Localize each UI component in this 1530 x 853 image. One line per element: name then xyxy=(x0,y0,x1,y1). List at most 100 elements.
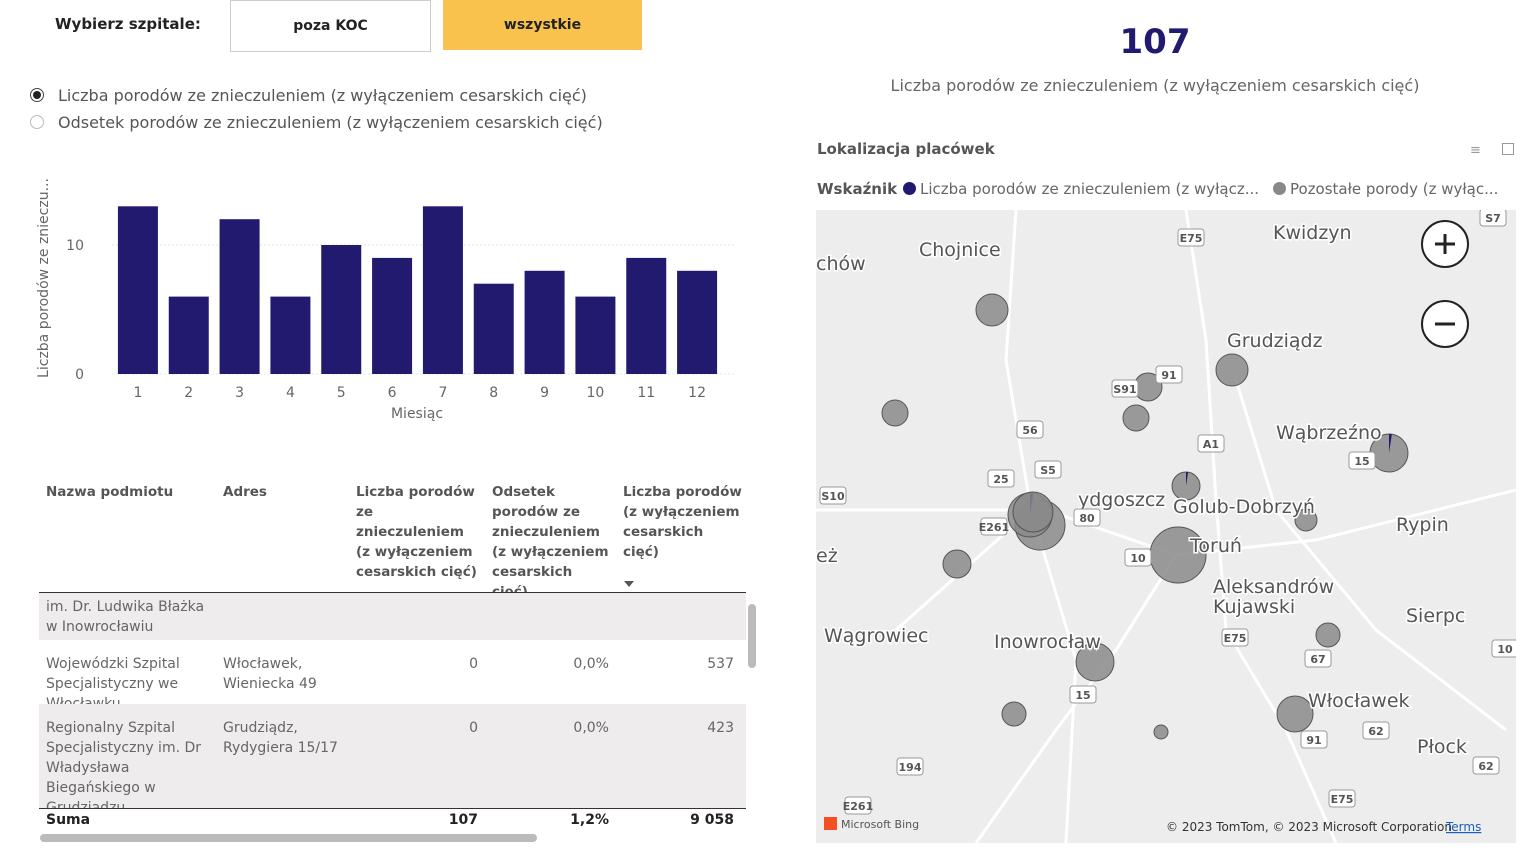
table-cell: Regionalny Szpital Specjalistyczny im. D… xyxy=(46,720,202,808)
column-header[interactable]: Adres xyxy=(223,484,267,500)
bar[interactable] xyxy=(219,219,260,374)
road-shield xyxy=(1304,649,1332,668)
bar[interactable] xyxy=(270,296,311,374)
table-row[interactable] xyxy=(39,593,746,640)
road-label: E261 xyxy=(843,800,873,813)
scrollbar[interactable] xyxy=(40,834,537,842)
kpi-value: 107 xyxy=(1119,22,1191,62)
road-label: 67 xyxy=(1310,653,1325,666)
legend-label[interactable]: Pozostałe porody (z wyłąc... xyxy=(1290,180,1499,198)
scrollbar[interactable] xyxy=(748,604,756,668)
bar[interactable] xyxy=(117,206,158,374)
table-row[interactable] xyxy=(39,640,746,704)
bar[interactable] xyxy=(422,206,463,374)
map-bubble[interactable] xyxy=(1001,701,1027,727)
filter-label: Wybierz szpitale: xyxy=(55,15,201,33)
sort-icon[interactable] xyxy=(624,581,634,587)
x-tick-label: 8 xyxy=(489,385,498,401)
road-label: 56 xyxy=(1022,424,1038,437)
map-bubble[interactable] xyxy=(1122,404,1150,432)
road-shield xyxy=(1069,685,1097,704)
road-shield xyxy=(1034,460,1062,479)
road-shield xyxy=(987,469,1015,488)
road-label: 62 xyxy=(1368,725,1383,738)
radio-label[interactable]: Liczba porodów ze znieczuleniem (z wyłąc… xyxy=(58,86,587,105)
place-label: Inowrocław xyxy=(994,631,1101,653)
table-cell: Grudziądz, Rydygiera 15/17 xyxy=(223,720,338,756)
total-cell: Suma xyxy=(46,812,91,828)
radio[interactable] xyxy=(30,115,44,129)
total-cell: 9 058 xyxy=(690,812,734,828)
table-cell: 0,0% xyxy=(573,720,609,736)
map-bubble[interactable] xyxy=(942,549,972,579)
road-label: E75 xyxy=(1180,232,1203,245)
bar[interactable] xyxy=(168,296,209,374)
radio[interactable] xyxy=(30,88,44,102)
terms-link[interactable]: Terms xyxy=(1445,820,1481,834)
map-bubble[interactable] xyxy=(975,293,1009,327)
road-shield xyxy=(819,486,847,505)
road-shield xyxy=(1073,508,1101,527)
road-shield xyxy=(1362,721,1390,740)
map-bubble[interactable] xyxy=(1294,508,1318,532)
map-bubble[interactable] xyxy=(1012,491,1054,533)
road-shield xyxy=(1177,228,1205,247)
place-label: Sierpc xyxy=(1406,605,1465,627)
table-row[interactable] xyxy=(39,704,746,808)
road-shield xyxy=(1472,756,1500,775)
column-header[interactable]: Liczba porodów ze znieczuleniem (z wyłąc… xyxy=(356,484,477,580)
bar-chart: Liczba porodów ze znieczu... Miesiąc 0 10… xyxy=(36,178,735,422)
bar[interactable] xyxy=(321,245,362,374)
road-shield xyxy=(1155,365,1183,384)
legend-swatch xyxy=(903,182,916,195)
legend-title: Wskaźnik xyxy=(817,180,898,198)
map-bubble[interactable] xyxy=(1215,353,1249,387)
expand-icon[interactable] xyxy=(1502,143,1514,155)
column-header[interactable]: Liczba porodów (z wyłączeniem cesarskich… xyxy=(623,484,742,560)
road-label: S5 xyxy=(1040,464,1056,477)
map-bubble[interactable] xyxy=(1276,695,1314,733)
radio-label[interactable]: Odsetek porodów ze znieczuleniem (z wyłą… xyxy=(58,113,603,132)
attribution: Microsoft Bing xyxy=(841,818,919,831)
bar[interactable] xyxy=(677,270,718,374)
road-label: E261 xyxy=(979,521,1009,534)
x-tick-label: 12 xyxy=(688,385,706,401)
road-label: E75 xyxy=(1331,793,1354,806)
place-label: Aleksandrów xyxy=(1213,576,1334,598)
bar[interactable] xyxy=(473,283,514,374)
copyright: © 2023 TomTom, © 2023 Microsoft Corporat… xyxy=(1166,820,1452,834)
zoom-icon xyxy=(1435,234,1455,254)
total-cell: 1,2% xyxy=(570,812,609,828)
place-label: Kwidzyn xyxy=(1273,222,1352,244)
filter-button[interactable]: wszystkie xyxy=(443,0,642,50)
divider xyxy=(39,592,746,593)
road-label: 91 xyxy=(1161,369,1176,382)
place-label: Golub-Dobrzyń xyxy=(1173,496,1315,518)
bar[interactable] xyxy=(372,257,413,374)
total-cell: 107 xyxy=(448,812,478,828)
bar[interactable] xyxy=(626,257,667,374)
place-label: Płock xyxy=(1417,736,1467,758)
place-label: Wąbrzeźno xyxy=(1276,422,1382,444)
legend-label[interactable]: Liczba porodów ze znieczuleniem (z wyłąc… xyxy=(920,180,1260,198)
map-bubble[interactable] xyxy=(1315,622,1341,648)
x-tick-label: 9 xyxy=(540,385,549,401)
map-bubble[interactable] xyxy=(881,399,909,427)
road-label: 25 xyxy=(993,473,1008,486)
filter-button[interactable]: poza KOC xyxy=(230,0,431,52)
road-label: 91 xyxy=(1306,734,1321,747)
column-header[interactable]: Odsetek porodów ze znieczuleniem (z wyłą… xyxy=(492,484,609,600)
map[interactable]: Chojnice chów Kwidzyn Grudziądz Wąbrzeźno ydg… xyxy=(816,210,1516,843)
road-label: 62 xyxy=(1478,760,1493,773)
bar[interactable] xyxy=(524,270,565,374)
column-header[interactable]: Nazwa podmiotu xyxy=(46,484,174,500)
filter-icon[interactable]: ≡ xyxy=(1470,143,1481,158)
road-shield xyxy=(1300,730,1328,749)
map-bubble[interactable] xyxy=(1075,642,1115,682)
place-label: Kujawski xyxy=(1213,596,1295,618)
bar[interactable] xyxy=(575,296,616,374)
map-bubble[interactable] xyxy=(1153,724,1169,740)
table-cell: Włocławek, Wieniecka 49 xyxy=(223,656,317,692)
x-tick-label: 10 xyxy=(587,385,605,401)
